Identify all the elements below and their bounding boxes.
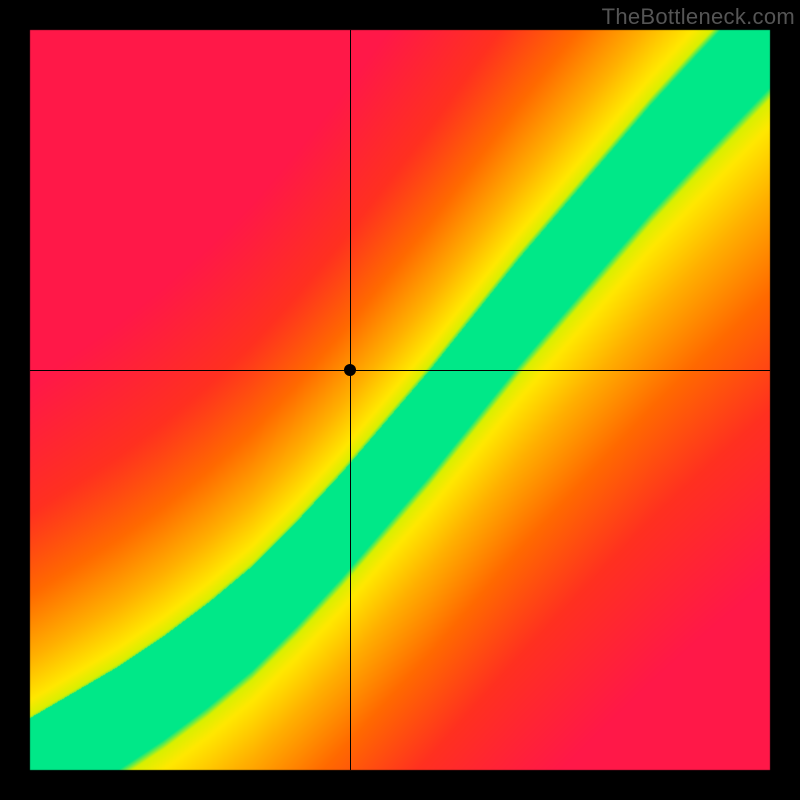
chart-container: TheBottleneck.com [0,0,800,800]
watermark-text: TheBottleneck.com [602,4,795,30]
bottleneck-heatmap [0,0,800,800]
crosshair-vertical [350,30,351,770]
crosshair-horizontal [30,370,770,371]
crosshair-marker [344,364,356,376]
